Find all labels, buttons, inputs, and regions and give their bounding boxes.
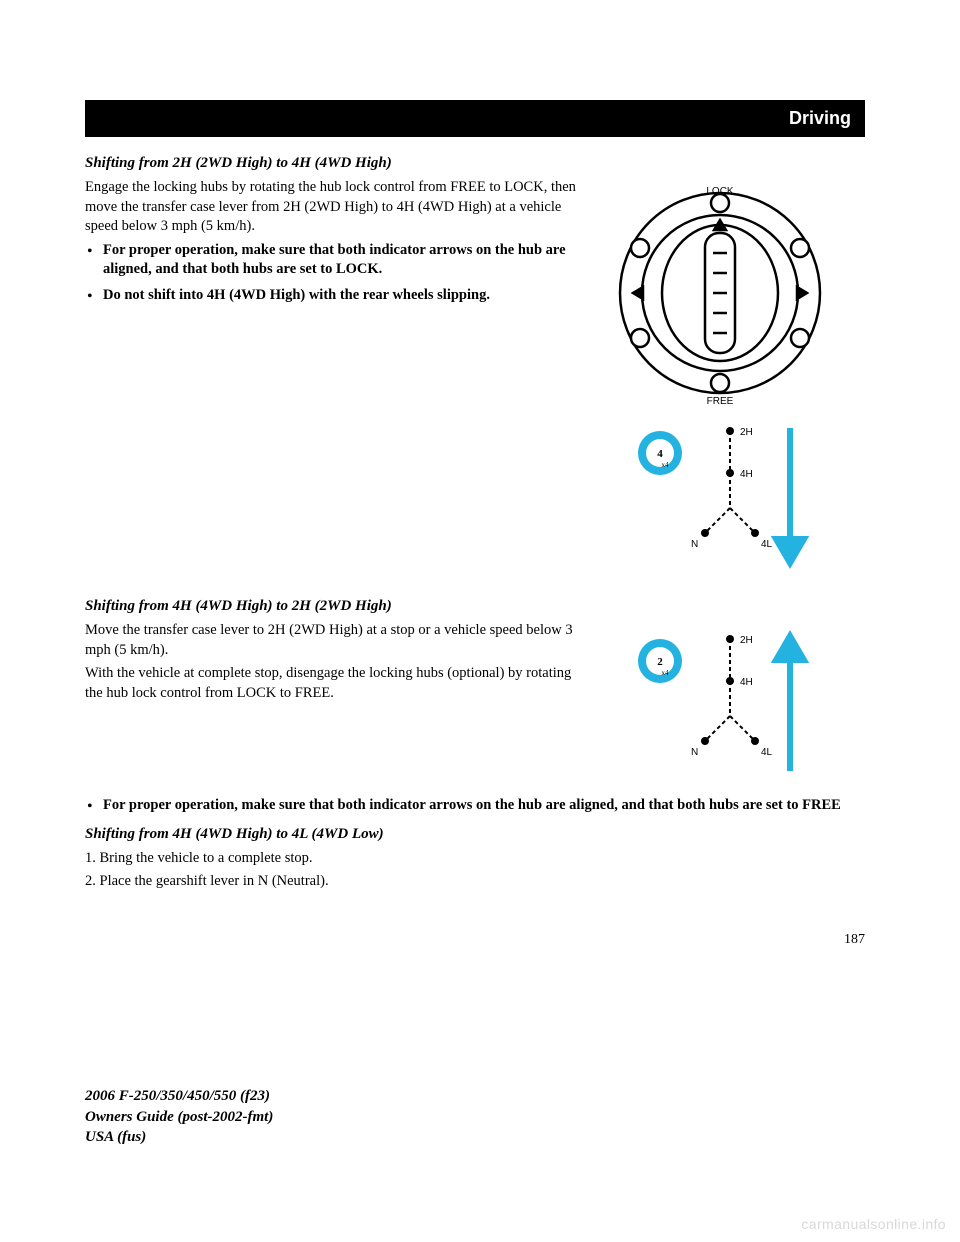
page-content: Driving Shifting from 2H (2WD High) to 4… [85,100,865,948]
section1-bullet2: Do not shift into 4H (4WD High) with the… [85,286,581,306]
section1-para: Engage the locking hubs by rotating the … [85,178,581,237]
footer-info: 2006 F-250/350/450/550 (f23) Owners Guid… [85,1086,273,1147]
svg-text:2: 2 [657,656,663,668]
footer-line3: USA (fus) [85,1127,273,1147]
shift-4h-to-2h-illustration: 2 x4 2H [605,621,865,796]
svg-text:2H: 2H [740,635,753,646]
svg-text:N: N [691,539,698,550]
svg-text:2H: 2H [740,427,753,438]
watermark-text: carmanualsonline.info [801,1216,946,1232]
svg-text:4H: 4H [740,677,753,688]
section2-row: Move the transfer case lever to 2H (2WD … [85,621,865,796]
svg-text:N: N [691,747,698,758]
section1-bullet1: For proper operation, make sure that bot… [85,241,581,280]
shift-4h-to-2h-icon: 2 x4 2H [605,621,835,791]
section2-bullet1: For proper operation, make sure that bot… [85,796,865,816]
section1-text: Engage the locking hubs by rotating the … [85,178,581,588]
section2-text: Move the transfer case lever to 2H (2WD … [85,621,581,796]
section3-heading: Shifting from 4H (4WD High) to 4L (4WD L… [85,826,865,843]
hub-label-lock: LOCK [706,186,734,197]
chapter-header: Driving [85,100,865,137]
hub-label-free: FREE [707,396,734,407]
page-number: 187 [85,932,865,948]
footer-line2: Owners Guide (post-2002-fmt) [85,1107,273,1127]
footer-line1: 2006 F-250/350/450/550 (f23) [85,1086,273,1106]
svg-text:x4: x4 [662,461,670,469]
section1-row: Engage the locking hubs by rotating the … [85,178,865,588]
section3-step2: 2. Place the gearshift lever in N (Neutr… [85,872,865,892]
section1-heading: Shifting from 2H (2WD High) to 4H (4WD H… [85,155,865,172]
svg-text:4L: 4L [761,539,773,550]
section2-para2: With the vehicle at complete stop, disen… [85,664,581,703]
svg-text:x4: x4 [662,669,670,677]
svg-text:4: 4 [657,448,663,460]
svg-text:4H: 4H [740,469,753,480]
hub-dial-icon: LOCK FREE [605,178,835,408]
shift-2h-to-4h-icon: 4 x4 [605,413,835,583]
hub-lock-illustration: LOCK FREE 4 x4 [605,178,865,588]
section2-heading: Shifting from 4H (4WD High) to 2H (2WD H… [85,598,865,615]
section2-para1: Move the transfer case lever to 2H (2WD … [85,621,581,660]
svg-text:4L: 4L [761,747,773,758]
section3-step1: 1. Bring the vehicle to a complete stop. [85,849,865,869]
